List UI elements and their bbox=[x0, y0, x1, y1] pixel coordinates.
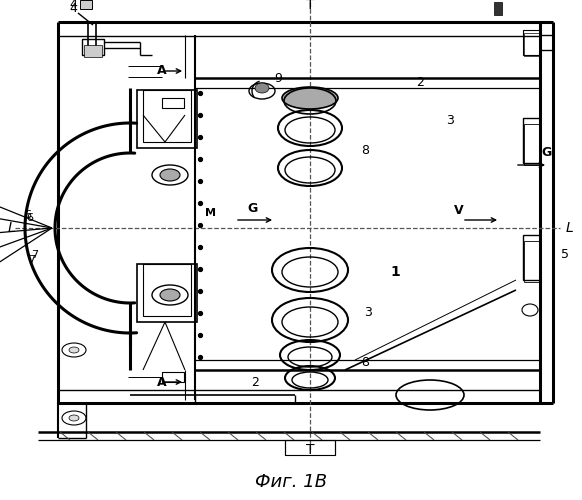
Text: 4: 4 bbox=[69, 0, 77, 12]
Text: 5: 5 bbox=[561, 248, 569, 262]
Text: 8: 8 bbox=[361, 356, 369, 368]
Text: 7: 7 bbox=[29, 255, 36, 265]
Bar bbox=[523, 30, 540, 55]
Bar bbox=[285, 440, 335, 455]
Bar bbox=[524, 124, 539, 165]
Ellipse shape bbox=[255, 83, 269, 93]
Text: 6: 6 bbox=[24, 210, 31, 220]
Text: T: T bbox=[306, 0, 314, 12]
Bar bbox=[162, 372, 184, 382]
Text: G: G bbox=[542, 146, 552, 160]
Bar bbox=[524, 33, 539, 56]
Text: 8: 8 bbox=[361, 144, 369, 156]
Bar bbox=[494, 2, 502, 15]
Text: 9: 9 bbox=[274, 72, 282, 85]
Text: V: V bbox=[454, 204, 464, 216]
Text: M: M bbox=[204, 208, 215, 218]
Ellipse shape bbox=[160, 169, 180, 181]
Text: 3: 3 bbox=[446, 114, 454, 126]
Text: 2: 2 bbox=[251, 376, 259, 390]
Bar bbox=[524, 241, 539, 282]
Bar bbox=[137, 90, 197, 148]
Text: 2: 2 bbox=[416, 76, 424, 90]
Bar bbox=[162, 98, 184, 108]
Bar bbox=[523, 118, 540, 163]
Bar bbox=[84, 45, 102, 57]
Text: Фиг. 1В: Фиг. 1В bbox=[255, 473, 327, 491]
Text: A: A bbox=[157, 64, 167, 78]
Text: 1: 1 bbox=[390, 265, 400, 279]
Text: 4: 4 bbox=[69, 2, 77, 15]
Ellipse shape bbox=[69, 415, 79, 421]
Ellipse shape bbox=[282, 87, 338, 109]
Bar bbox=[82, 39, 104, 55]
Ellipse shape bbox=[69, 347, 79, 353]
Ellipse shape bbox=[160, 289, 180, 301]
Bar bbox=[143, 90, 191, 142]
Text: A: A bbox=[157, 376, 167, 388]
Bar bbox=[137, 264, 197, 322]
Text: 3: 3 bbox=[364, 306, 372, 318]
Bar bbox=[523, 235, 540, 280]
Text: T: T bbox=[306, 443, 314, 457]
Text: L: L bbox=[8, 221, 16, 235]
Bar bbox=[80, 0, 92, 9]
Text: G: G bbox=[247, 202, 257, 214]
Bar bbox=[143, 264, 191, 316]
Text: 6: 6 bbox=[27, 213, 34, 223]
Text: 7: 7 bbox=[31, 250, 38, 260]
Text: L: L bbox=[566, 221, 574, 235]
